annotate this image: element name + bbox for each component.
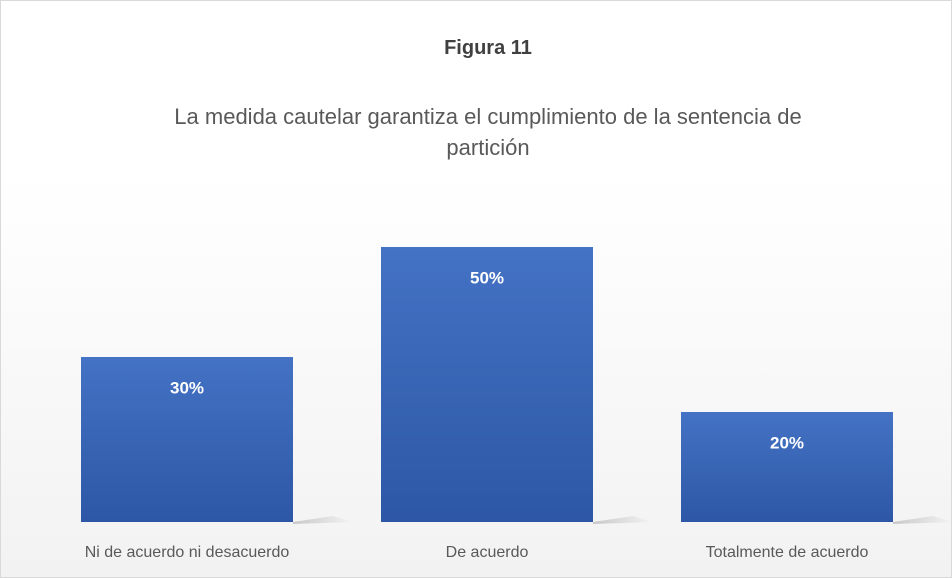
bar xyxy=(81,357,293,522)
bar xyxy=(681,412,893,522)
value-label: 20% xyxy=(770,433,804,452)
bar xyxy=(381,247,593,522)
chart-title: Figura 11 xyxy=(444,37,532,59)
x-tick-label: De acuerdo xyxy=(446,544,529,561)
bar-shadow xyxy=(293,516,353,524)
value-label: 30% xyxy=(170,378,204,397)
value-label: 50% xyxy=(470,268,504,287)
x-tick-label: Ni de acuerdo ni desacuerdo xyxy=(85,544,290,561)
bar-shadow xyxy=(893,516,951,524)
chart-subtitle: La medida cautelar garantiza el cumplimi… xyxy=(174,104,802,160)
x-tick-label: Totalmente de acuerdo xyxy=(706,544,869,561)
bar-shadow xyxy=(593,516,653,524)
